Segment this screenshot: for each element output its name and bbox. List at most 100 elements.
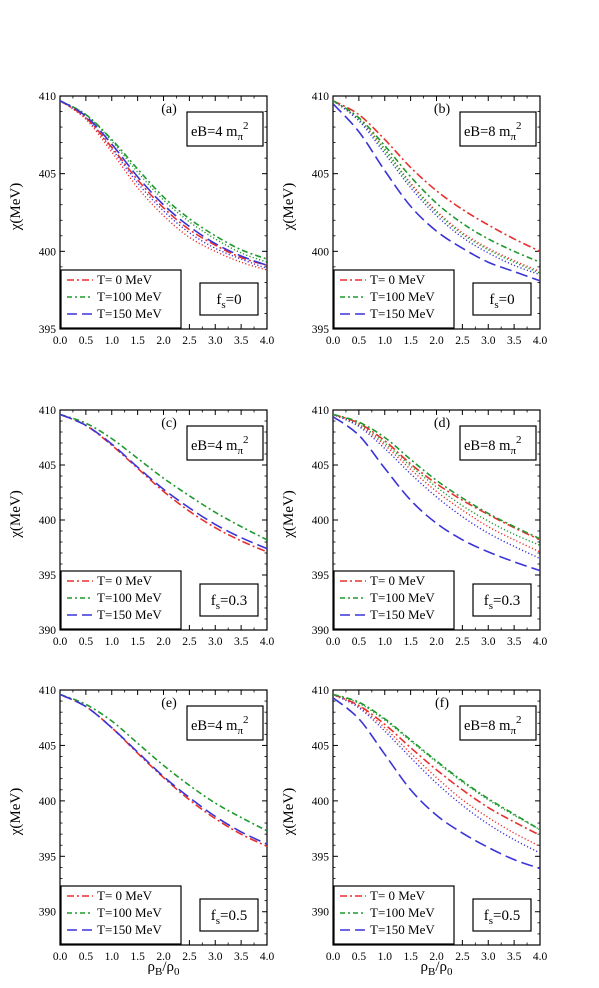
x-tick-label: 1.5 xyxy=(403,636,418,648)
y-tick-label: 405 xyxy=(39,169,57,181)
series-line xyxy=(333,693,540,836)
x-tick-label: 0.5 xyxy=(352,335,367,347)
y-tick-label: 390 xyxy=(312,625,330,637)
chart-panel-a: 0.0 0.5 1.0 1.5 2.0 2.5 3.0 3.5 4.0 395 400 405 410 χ… xyxy=(8,91,274,347)
fs-label: fs=0.3 xyxy=(484,593,521,612)
x-tick-label: 0.5 xyxy=(352,636,367,648)
series-line xyxy=(333,413,540,541)
y-tick-label: 410 xyxy=(312,405,330,417)
legend-entry: T=150 MeV xyxy=(97,922,162,937)
legend-entry: T=100 MeV xyxy=(97,289,162,304)
panel-tag: (d) xyxy=(434,416,451,431)
x-tick-label: 1.5 xyxy=(403,335,418,347)
eb-box xyxy=(459,425,537,461)
y-tick-label: 410 xyxy=(39,91,57,103)
fs-box xyxy=(199,583,259,617)
y-tick-label: 390 xyxy=(312,907,330,919)
x-tick-label: 0.5 xyxy=(352,951,367,963)
fs-label: fs=0 xyxy=(489,292,514,311)
series-line xyxy=(60,413,267,541)
y-tick-label: 390 xyxy=(39,907,57,919)
series-line xyxy=(60,99,267,260)
legend-entry: T=100 MeV xyxy=(97,905,162,920)
y-tick-label: 400 xyxy=(312,246,330,258)
x-tick-label: 0.0 xyxy=(326,636,341,648)
x-tick-label: 4.0 xyxy=(533,951,548,963)
chart-panel-c: 0.0 0.5 1.0 1.5 2.0 2.5 3.0 3.5 4.0 390 395 400 405 4… xyxy=(8,405,274,648)
chart-panel-b: 0.0 0.5 1.0 1.5 2.0 2.5 3.0 3.5 4.0 395 400 405 410 χ… xyxy=(281,91,547,347)
y-tick-label: 410 xyxy=(39,685,57,697)
x-tick-label: 2.5 xyxy=(455,951,470,963)
eb-box xyxy=(459,705,537,741)
legend-entry: T= 0 MeV xyxy=(97,888,153,903)
fs-label: fs=0 xyxy=(216,292,241,311)
x-tick-label: 2.5 xyxy=(182,951,197,963)
y-axis-label: χ(MeV) xyxy=(8,183,24,231)
eb-box xyxy=(186,111,264,147)
fs-label: fs=0.5 xyxy=(484,908,521,927)
x-tick-label: 2.0 xyxy=(429,636,444,648)
x-tick-label: 0.0 xyxy=(326,951,341,963)
legend-box xyxy=(60,885,182,945)
legend-entry: T=100 MeV xyxy=(370,590,435,605)
y-axis-label: χ(MeV) xyxy=(281,490,297,538)
legend-entry: T= 0 MeV xyxy=(97,272,153,287)
y-tick-label: 400 xyxy=(312,515,330,527)
x-tick-label: 3.5 xyxy=(507,335,522,347)
legend-box xyxy=(333,885,455,945)
x-tick-label: 1.0 xyxy=(378,951,393,963)
fs-box xyxy=(199,282,259,316)
fs-box xyxy=(199,898,259,932)
x-tick-label: 1.5 xyxy=(130,335,145,347)
legend-entry: T=100 MeV xyxy=(97,590,162,605)
eb-box xyxy=(459,111,537,147)
x-tick-label: 0.0 xyxy=(326,335,341,347)
legend-box xyxy=(60,269,182,329)
x-tick-label: 2.0 xyxy=(156,636,171,648)
x-tick-label: 4.0 xyxy=(533,636,548,648)
eb-label: eB=8 mπ2 xyxy=(464,714,522,737)
eb-label: eB=4 mπ2 xyxy=(191,120,249,143)
chart-panel-f: 0.0 0.5 1.0 1.5 2.0 2.5 3.0 3.5 4.0 390 395 400 405 4… xyxy=(281,685,547,963)
x-tick-label: 1.5 xyxy=(403,951,418,963)
series-line xyxy=(333,697,540,870)
series-line xyxy=(60,99,267,267)
eb-box xyxy=(186,705,264,741)
x-tick-label: 4.0 xyxy=(260,636,275,648)
legend-entry: T=150 MeV xyxy=(370,306,435,321)
series-line xyxy=(333,99,540,253)
x-tick-label: 3.0 xyxy=(481,335,496,347)
series-line xyxy=(60,693,267,832)
y-tick-label: 400 xyxy=(39,796,57,808)
x-tick-label: 1.5 xyxy=(130,951,145,963)
y-axis-label: χ(MeV) xyxy=(8,788,24,836)
x-tick-label: 2.5 xyxy=(455,335,470,347)
x-tick-label: 0.5 xyxy=(79,636,94,648)
fs-box xyxy=(472,282,532,316)
x-tick-label: 0.0 xyxy=(53,951,68,963)
eb-label: eB=8 mπ2 xyxy=(464,120,522,143)
legend-box xyxy=(333,269,455,329)
eb-label: eB=4 mπ2 xyxy=(191,714,249,737)
eb-label: eB=4 mπ2 xyxy=(191,434,249,457)
series-line xyxy=(333,413,540,540)
legend-entry: T=150 MeV xyxy=(97,306,162,321)
x-tick-label: 0.5 xyxy=(79,335,94,347)
dotted-series-line xyxy=(333,413,540,560)
y-tick-label: 405 xyxy=(39,740,57,752)
x-tick-label: 3.5 xyxy=(234,951,249,963)
x-tick-label: 2.5 xyxy=(182,335,197,347)
series-line xyxy=(60,693,267,845)
x-tick-label: 4.0 xyxy=(533,335,548,347)
eb-box xyxy=(186,425,264,461)
dotted-series-line xyxy=(333,693,540,854)
y-axis-label: χ(MeV) xyxy=(8,490,24,538)
x-tick-label: 2.5 xyxy=(455,636,470,648)
x-axis-label-left: ρB/ρ0 xyxy=(148,959,181,978)
y-tick-label: 410 xyxy=(312,91,330,103)
x-tick-label: 2.0 xyxy=(156,951,171,963)
x-tick-label: 0.5 xyxy=(79,951,94,963)
x-tick-label: 2.0 xyxy=(429,951,444,963)
y-tick-label: 400 xyxy=(39,515,57,527)
